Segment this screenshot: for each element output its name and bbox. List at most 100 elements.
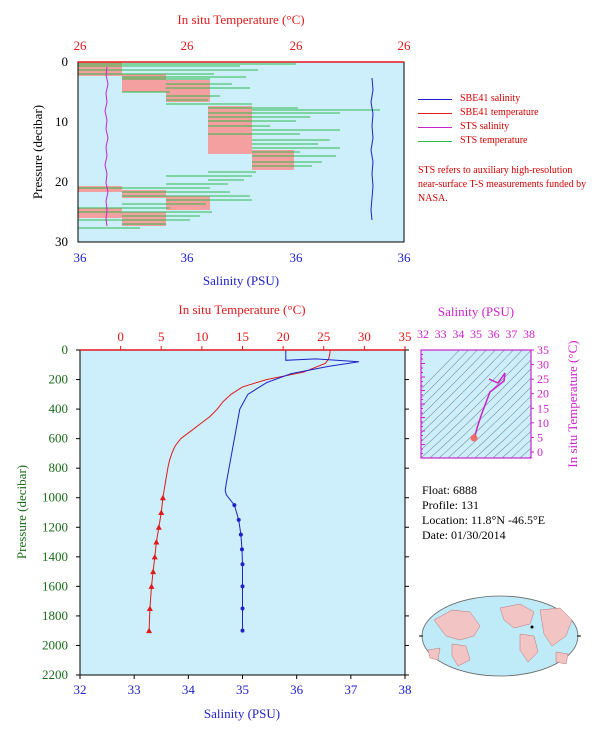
main-pressure-tick: 1000: [42, 490, 68, 505]
ts-sal-tick: 37: [505, 327, 517, 341]
density-contour: [421, 350, 505, 434]
salinity-marker: [232, 503, 237, 508]
top-temp-tick-3: 26: [290, 38, 304, 53]
salinity-marker: [239, 547, 244, 552]
main-pressure-axis-label: Pressure (decibar): [14, 465, 29, 559]
density-contour: [421, 350, 514, 442]
top-temp-axis: In situ Temperature (°C) 26 26 26 26: [74, 12, 412, 53]
density-contour: [492, 422, 531, 458]
density-contour: [465, 395, 531, 458]
temperature-markers: [146, 494, 166, 634]
density-contour: [421, 350, 487, 417]
world-map: [419, 595, 581, 677]
legend-item-sbe41-temperature: SBE41 temperature: [418, 106, 539, 120]
temperature-marker: [159, 494, 166, 501]
top-temp-tick-1: 26: [74, 38, 88, 53]
main-temp-tick: 25: [317, 329, 330, 344]
ts-sal-tick: 36: [488, 327, 500, 341]
main-axis-ticks: 0 5 10 15 20 25 30 35 32 33 34 35 36 37 38 0 200 400 600 80…: [42, 329, 412, 697]
density-contour: [421, 350, 531, 458]
density-contour: [421, 350, 469, 399]
top-temp-tick-2: 26: [181, 38, 195, 53]
legend-item-sts-salinity: STS salinity: [418, 120, 539, 134]
main-sal-tick: 38: [399, 682, 412, 697]
location: Location: 11.8°N -46.5°E: [422, 513, 546, 527]
main-sal-tick: 35: [236, 682, 249, 697]
salinity-marker: [240, 628, 245, 633]
sbe41-salinity-line: [370, 77, 374, 221]
main-temp-tick: 30: [358, 329, 371, 344]
ts-sal-tick: 34: [452, 327, 464, 341]
main-pressure-tick: 400: [49, 401, 69, 416]
temperature-marker: [155, 524, 162, 530]
temperature-marker: [158, 509, 165, 515]
main-pressure-tick: 1400: [42, 549, 68, 564]
temperature-marker: [151, 553, 158, 560]
ts-sal-tick: 33: [435, 327, 447, 341]
main-pressure-tick: 2000: [42, 637, 68, 652]
density-contour: [429, 359, 531, 458]
float-position-marker: [530, 625, 534, 629]
ts-deep-cluster: [470, 434, 478, 442]
temperature-marker: [150, 568, 157, 575]
salinity-marker: [240, 562, 245, 567]
ts-sal-tick: 35: [470, 327, 482, 341]
salinity-markers: [232, 503, 245, 633]
main-temp-tick: 15: [236, 329, 249, 344]
ts-temp-tick: 30: [537, 358, 549, 372]
legend-label: STS salinity: [460, 121, 510, 132]
legend-swatch-sbe41-salinity: [418, 98, 452, 100]
main-pressure-tick: 2200: [42, 667, 68, 682]
legend: SBE41 salinity SBE41 temperature STS sal…: [418, 92, 539, 148]
main-pressure-tick: 600: [49, 431, 69, 446]
float-info: Float: 6888 Profile: 131 Location: 11.8°…: [422, 483, 545, 543]
top-pressure-tick-0: 0: [62, 54, 69, 69]
density-contour: [456, 386, 531, 458]
ts-inset-background: [421, 350, 531, 458]
profile-number: Profile: 131: [422, 498, 479, 512]
top-panel: [77, 61, 405, 243]
top-pressure-tick-30: 30: [55, 234, 68, 249]
salinity-profile-line: [224, 350, 360, 631]
top-pressure-tick-10: 10: [55, 114, 68, 129]
sts-salinity-line: [104, 66, 109, 227]
legend-swatch-sts-salinity: [418, 126, 452, 128]
main-pressure-tick: 800: [49, 460, 69, 475]
main-pressure-tick: 1600: [42, 578, 68, 593]
density-contour: [421, 350, 478, 408]
main-panel: [79, 349, 406, 676]
ts-temp-tick: 35: [537, 343, 549, 357]
temperature-marker: [146, 605, 153, 612]
salinity-marker: [240, 584, 245, 589]
legend-label: SBE41 salinity: [460, 93, 521, 104]
main-pressure-tick: 1800: [42, 608, 68, 623]
main-sal-tick: 36: [290, 682, 304, 697]
density-contour: [438, 368, 531, 458]
top-sal-tick-2: 36: [181, 250, 195, 265]
density-contour: [421, 350, 496, 425]
top-pressure-tick-20: 20: [55, 174, 68, 189]
date: Date: 01/30/2014: [422, 528, 506, 542]
main-sal-tick: 32: [74, 682, 87, 697]
float-id: Float: 6888: [422, 483, 478, 497]
density-contour: [421, 350, 523, 451]
top-pressure-axis-label: Pressure (decibar): [30, 105, 45, 199]
main-temp-axis-label: In situ Temperature (°C): [178, 302, 305, 317]
main-sal-tick: 34: [182, 682, 196, 697]
top-temp-tick-4: 26: [398, 38, 412, 53]
ts-sal-tick: 38: [523, 327, 535, 341]
ts-temp-tick: 10: [537, 416, 549, 430]
salinity-marker: [236, 517, 241, 522]
main-pressure-tick: 1200: [42, 519, 68, 534]
ts-temp-tick: 20: [537, 387, 549, 401]
top-sal-tick-4: 36: [398, 250, 412, 265]
legend-swatch-sbe41-temperature: [418, 112, 452, 114]
temperature-marker: [148, 583, 155, 589]
density-contour: [501, 430, 531, 458]
ts-sal-axis-label: Salinity (PSU): [438, 304, 514, 319]
ts-temp-tick: 25: [537, 372, 549, 386]
top-temp-axis-label: In situ Temperature (°C): [177, 12, 304, 27]
